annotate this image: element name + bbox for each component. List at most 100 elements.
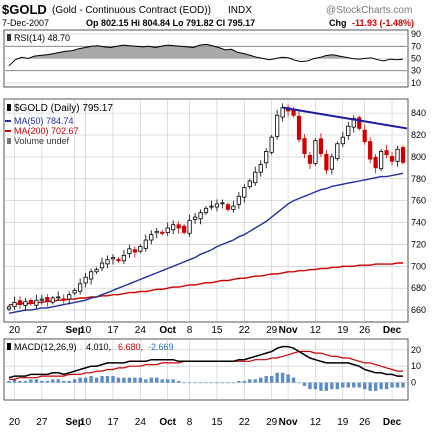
resistance-trendline xyxy=(282,106,408,130)
candle-body xyxy=(242,187,247,198)
macd-date-label: Dec xyxy=(383,417,402,428)
candle xyxy=(373,154,378,174)
candle xyxy=(242,184,247,203)
macd-histogram-bar xyxy=(18,380,22,383)
candle xyxy=(6,304,12,312)
candle-body xyxy=(275,114,280,137)
rsi-tick-label: 30 xyxy=(411,66,421,76)
price-tick-label: 740 xyxy=(411,218,426,228)
rsi-tick-label: 90 xyxy=(411,29,421,39)
price-date-label: 15 xyxy=(211,325,223,336)
ma200-legend-label: MA(200) 702.67 xyxy=(14,126,79,136)
candle-body xyxy=(187,219,192,234)
rsi-tick-label: 10 xyxy=(411,78,421,88)
candle-body xyxy=(346,125,351,136)
candle xyxy=(176,221,181,234)
price-date-label: 26 xyxy=(359,325,371,336)
macd-line xyxy=(8,345,403,379)
macd-histogram-bar xyxy=(390,382,394,388)
macd-tick-label: 10 xyxy=(411,361,421,371)
price-date-label: 29 xyxy=(266,325,278,336)
macd-histogram-bar xyxy=(149,377,153,383)
quote-date: 7-Dec-2007 xyxy=(2,18,49,28)
candle-body xyxy=(138,246,143,252)
candle-body xyxy=(335,143,340,160)
candle-body xyxy=(324,154,329,171)
candle xyxy=(39,294,44,305)
price-legend-label: $GOLD (Daily) 795.17 xyxy=(14,103,113,114)
candle xyxy=(138,244,143,254)
macd-histogram-bar xyxy=(253,379,257,383)
macd-histogram-bar xyxy=(368,382,372,391)
rsi-tick-label: 70 xyxy=(411,41,421,51)
candle-body xyxy=(203,207,209,214)
candle-body xyxy=(88,271,94,280)
macd-histogram-bar xyxy=(302,382,307,386)
moving-averages xyxy=(8,172,404,314)
candle-body xyxy=(379,151,384,170)
quote-values: Op 802.15 Hi 804.84 Lo 791.82 Cl 795.17 xyxy=(86,18,255,28)
candle xyxy=(88,268,94,285)
price-tick-label: 820 xyxy=(411,130,426,140)
candle-body xyxy=(56,296,61,299)
candle-body xyxy=(23,300,28,306)
macd-histogram-bar xyxy=(122,377,126,383)
macd-series xyxy=(7,345,405,391)
macd-histogram-bar xyxy=(264,376,268,383)
macd-histogram-bar xyxy=(384,382,389,390)
candle xyxy=(296,110,302,143)
macd-histogram-bar xyxy=(215,382,219,384)
candle xyxy=(313,138,318,166)
macd-histogram-bar xyxy=(72,379,77,383)
candle xyxy=(17,296,23,309)
macd-histogram-bar xyxy=(193,382,197,384)
candle-body xyxy=(105,259,110,265)
candle-body xyxy=(171,224,176,231)
candle-body xyxy=(110,257,116,260)
candle xyxy=(127,244,132,258)
candle xyxy=(236,191,241,209)
macd-histogram-bar xyxy=(171,379,175,383)
candle xyxy=(182,224,187,235)
candle-body xyxy=(28,300,33,304)
price-date-label: 12 xyxy=(310,325,322,336)
candle xyxy=(83,272,88,288)
candle-body xyxy=(154,230,159,234)
candle-body xyxy=(198,212,203,220)
candle-body xyxy=(165,227,170,233)
candle-body xyxy=(395,148,400,162)
candle xyxy=(324,150,329,175)
price-date-label: 27 xyxy=(36,325,48,336)
candle-body xyxy=(214,203,220,208)
candle-body xyxy=(220,202,225,205)
candle xyxy=(45,294,50,307)
macd-histogram-bar xyxy=(269,376,274,383)
macd-histogram-bar xyxy=(324,382,329,391)
macd-histogram-bar xyxy=(231,382,236,384)
macd-histogram-bar xyxy=(160,379,164,383)
candle xyxy=(302,134,307,158)
price-date-label: 8 xyxy=(187,325,193,336)
price-tick-label: 780 xyxy=(411,174,426,184)
candle xyxy=(121,249,127,265)
macd-date-label: 10 xyxy=(80,417,92,428)
candle-body xyxy=(94,269,99,273)
macd-histogram-bar xyxy=(346,382,350,388)
macd-date-label: 27 xyxy=(36,417,48,428)
candle xyxy=(28,298,33,306)
macd-histogram-bar xyxy=(297,382,301,384)
candle-body xyxy=(99,262,105,269)
macd-histogram-bar xyxy=(226,382,230,384)
macd-legend: MACD(12,26,9) 4.010, 6.680, -2.669 xyxy=(7,342,174,352)
candle-body xyxy=(373,156,378,169)
rsi-legend: RSI(14) 48.70 xyxy=(7,33,70,43)
candle-body xyxy=(127,248,132,255)
chart-title: $GOLD xyxy=(2,2,47,17)
candle xyxy=(220,199,225,209)
macd-histogram-bar xyxy=(83,377,88,383)
candle-body xyxy=(176,224,181,229)
macd-date-label: 29 xyxy=(266,417,278,428)
rsi-tick-label: 50 xyxy=(411,54,421,64)
